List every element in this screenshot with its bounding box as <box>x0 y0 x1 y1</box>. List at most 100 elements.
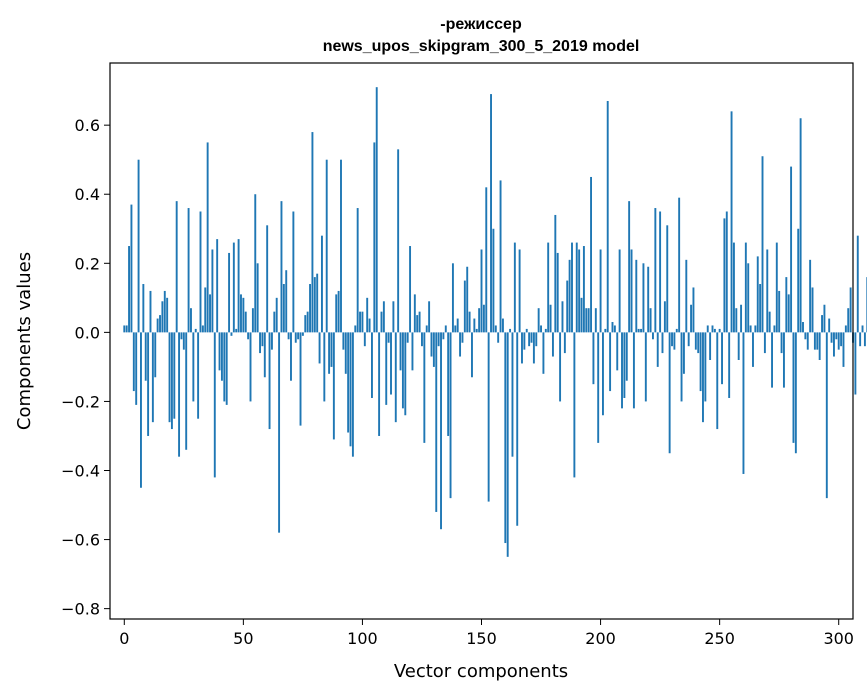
bar-component-116 <box>399 332 402 371</box>
bar-component-144 <box>466 266 469 333</box>
bar-component-68 <box>285 270 288 333</box>
bar-component-46 <box>232 242 235 333</box>
bar-component-216 <box>637 328 640 333</box>
bar-component-259 <box>740 304 743 333</box>
bar-component-54 <box>251 308 254 333</box>
bar-component-201 <box>602 332 604 416</box>
bar-component-25 <box>182 332 185 350</box>
bar-component-84 <box>323 332 326 402</box>
bar-component-211 <box>625 332 628 381</box>
bar-component-87 <box>330 332 333 367</box>
bar-component-168 <box>523 332 526 350</box>
bar-component-163 <box>511 332 514 457</box>
bar-component-155 <box>492 228 495 333</box>
bar-component-81 <box>316 273 319 333</box>
x-tick-label: 250 <box>704 629 735 648</box>
bar-component-305 <box>849 287 852 333</box>
bar-component-308 <box>856 235 859 333</box>
bar-component-186 <box>566 280 569 333</box>
bar-component-167 <box>521 332 523 364</box>
bar-component-170 <box>528 332 531 347</box>
bar-component-152 <box>485 187 488 333</box>
bar-component-277 <box>782 332 785 388</box>
bar-component-295 <box>825 332 828 499</box>
bar-component-59 <box>263 332 266 378</box>
bar-component-260 <box>742 332 745 474</box>
bar-component-311 <box>863 332 866 347</box>
bar-component-181 <box>554 214 557 333</box>
bar-component-274 <box>775 242 778 333</box>
bar-component-40 <box>218 332 221 371</box>
bar-component-190 <box>575 242 578 333</box>
bar-component-140 <box>456 318 459 333</box>
bar-component-34 <box>204 287 207 333</box>
bar-component-229 <box>668 332 671 454</box>
bar-component-241 <box>697 332 700 354</box>
bar-component-79 <box>311 132 314 333</box>
bar-component-278 <box>785 277 788 333</box>
bar-component-111 <box>387 332 390 343</box>
bar-component-124 <box>418 311 421 333</box>
bar-component-1 <box>125 325 128 333</box>
bar-component-160 <box>504 332 507 544</box>
bar-component-175 <box>540 325 542 333</box>
bar-component-195 <box>587 308 590 333</box>
bar-component-96 <box>351 332 354 457</box>
bar-component-37 <box>211 249 214 333</box>
bar-component-185 <box>563 332 566 354</box>
bar-component-303 <box>844 325 847 333</box>
bar-component-65 <box>278 332 281 533</box>
bar-component-247 <box>711 325 714 333</box>
x-axis-ticks: 0 50 100 150 200 250 300 <box>119 619 854 648</box>
bar-component-291 <box>816 332 819 350</box>
bar-component-33 <box>201 325 204 333</box>
bar-component-297 <box>830 332 833 343</box>
bar-component-207 <box>616 332 619 371</box>
bar-component-191 <box>578 249 581 333</box>
bar-component-18 <box>166 297 169 333</box>
x-tick-label: 100 <box>347 629 378 648</box>
y-tick-label: −0.4 <box>61 462 100 481</box>
bar-component-257 <box>735 308 738 333</box>
bar-component-129 <box>430 332 433 357</box>
bar-component-217 <box>640 328 643 333</box>
bar-component-7 <box>140 332 142 488</box>
bar-component-210 <box>623 332 626 398</box>
x-axis-label: Vector components <box>394 661 568 682</box>
bar-component-208 <box>618 249 621 333</box>
bar-component-19 <box>168 332 171 423</box>
bar-component-262 <box>747 263 750 333</box>
bar-component-146 <box>471 332 473 378</box>
bar-component-137 <box>449 332 452 499</box>
bar-component-121 <box>411 332 414 371</box>
bar-component-93 <box>344 332 347 374</box>
bar-component-98 <box>356 208 359 333</box>
bar-component-230 <box>671 332 673 347</box>
bar-component-250 <box>718 328 721 333</box>
bar-component-95 <box>349 332 352 447</box>
bar-component-184 <box>561 301 564 333</box>
bar-component-16 <box>161 301 164 333</box>
bar-component-240 <box>694 332 697 350</box>
bar-component-228 <box>666 225 669 333</box>
bar-component-9 <box>144 332 147 381</box>
bar-component-156 <box>494 325 497 333</box>
bar-component-112 <box>390 332 392 395</box>
bar-component-251 <box>721 332 723 385</box>
bar-component-302 <box>842 332 845 367</box>
bar-component-153 <box>487 332 490 502</box>
bar-component-283 <box>797 228 800 333</box>
bar-component-164 <box>513 242 516 333</box>
bar-component-27 <box>187 208 190 333</box>
bar-component-26 <box>185 332 188 450</box>
bar-component-169 <box>525 328 528 333</box>
bar-component-106 <box>375 87 378 333</box>
bar-component-104 <box>371 332 373 398</box>
bar-component-301 <box>840 332 843 347</box>
bar-component-131 <box>435 332 438 512</box>
bar-component-279 <box>787 294 790 333</box>
bar-component-280 <box>790 166 793 333</box>
bar-component-197 <box>592 332 595 385</box>
bar-component-141 <box>459 332 462 357</box>
bar-component-298 <box>833 332 835 357</box>
